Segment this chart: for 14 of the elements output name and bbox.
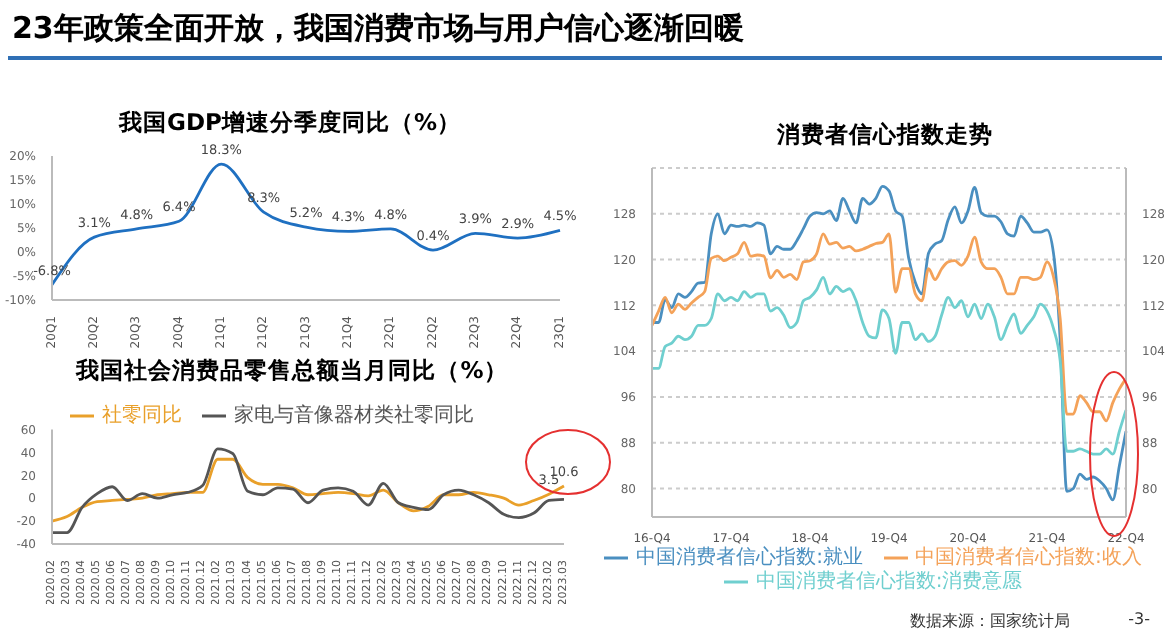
- line-series: [650, 184, 1128, 502]
- legend-label: 中国消费者信心指数:就业: [636, 546, 863, 569]
- source-note: 数据来源：国家统计局: [910, 610, 1070, 632]
- legend-label: 家电与音像器材类社零同比: [234, 405, 474, 428]
- chart-title: 我国社会消费品零售总额当月同比（%）: [73, 354, 510, 388]
- chart-title: 消费者信心指数走势: [775, 118, 995, 152]
- chart-title: 我国GDP增速分季度同比（%）: [116, 106, 463, 140]
- legend-label: 社零同比: [102, 405, 182, 428]
- line-series: [650, 232, 1128, 423]
- legend-label: 中国消费者信心指数:消费意愿: [755, 572, 1023, 594]
- text: 23年政策全面开放，我国消费市场与用户信心逐渐回暖: [12, 10, 744, 48]
- legend-label: 中国消费者信心指数:收入: [915, 546, 1142, 569]
- line-series: [650, 275, 1128, 456]
- text: -3-: [1128, 610, 1150, 628]
